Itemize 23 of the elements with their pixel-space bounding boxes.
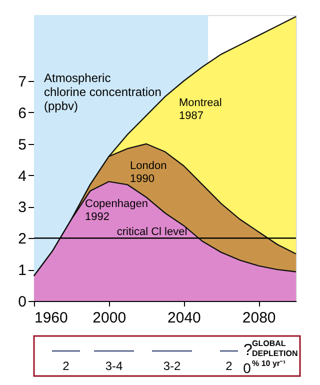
ref-line-label: critical Cl level: [116, 226, 188, 238]
y-tick-label: 3: [18, 199, 26, 216]
y-tick-label: 7: [18, 74, 26, 90]
y-tick-label: 4: [18, 168, 26, 185]
text: 3-2: [163, 359, 181, 373]
y-tick-label: 1: [18, 262, 26, 280]
text: GLOBAL DEPLETION % 10 yr⁻¹: [252, 339, 298, 368]
y-tick-label: 5: [18, 136, 26, 154]
text: 0: [243, 360, 252, 376]
series-label: London 1990: [130, 160, 167, 185]
text: 3-4: [105, 359, 123, 373]
text: 2: [62, 359, 70, 373]
text: 2: [226, 359, 233, 373]
y-tick-label: 6: [18, 104, 26, 122]
annotation: Atmospheric chlorine concentration (ppbv): [44, 71, 162, 113]
x-tick-label: 2000: [92, 310, 126, 326]
series-label: Montreal 1987: [179, 97, 222, 122]
x-tick-label: 2080: [242, 310, 276, 326]
x-tick-label: 2040: [168, 310, 201, 326]
text: ?: [244, 342, 253, 359]
y-tick-label: 2: [18, 230, 26, 248]
x-tick-label: 1960: [34, 310, 68, 326]
y-tick-label: 0: [18, 294, 26, 310]
